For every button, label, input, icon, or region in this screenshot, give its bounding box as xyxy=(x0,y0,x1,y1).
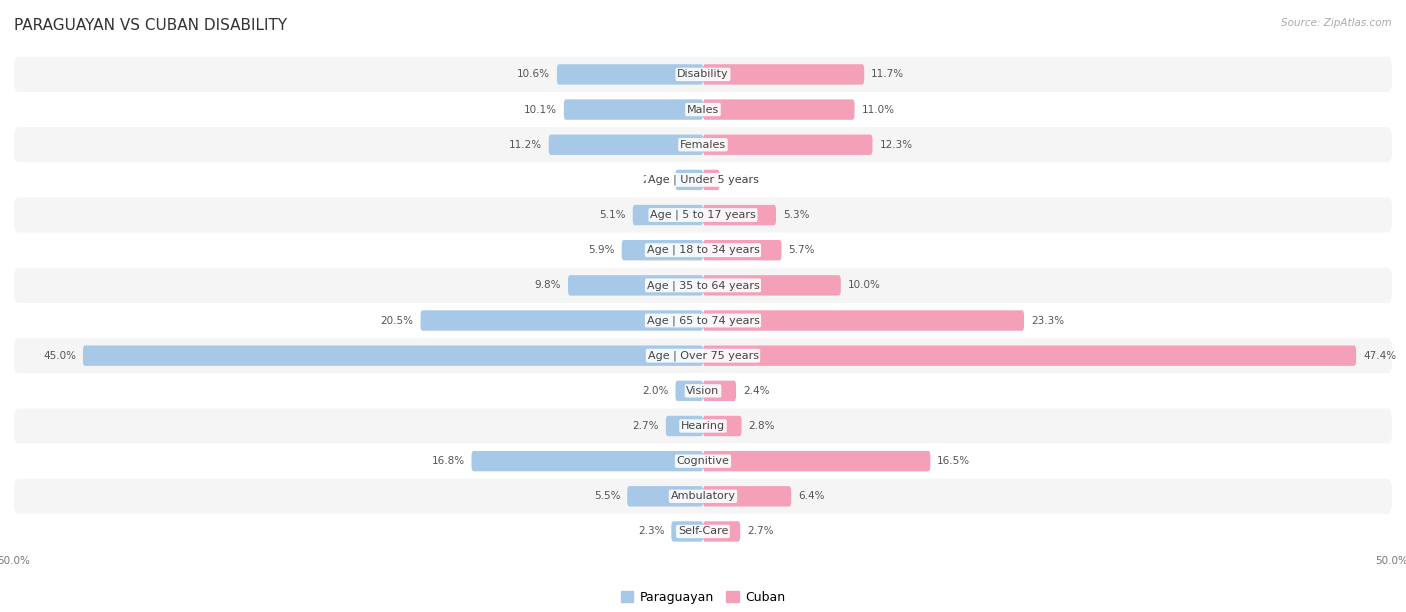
Text: 47.4%: 47.4% xyxy=(1362,351,1396,360)
Text: 2.4%: 2.4% xyxy=(742,386,769,396)
Text: 12.3%: 12.3% xyxy=(879,140,912,150)
FancyBboxPatch shape xyxy=(703,381,737,401)
Text: Cognitive: Cognitive xyxy=(676,456,730,466)
Text: Age | 65 to 74 years: Age | 65 to 74 years xyxy=(647,315,759,326)
Text: PARAGUAYAN VS CUBAN DISABILITY: PARAGUAYAN VS CUBAN DISABILITY xyxy=(14,18,287,34)
Text: 2.0%: 2.0% xyxy=(643,386,669,396)
Text: 23.3%: 23.3% xyxy=(1031,316,1064,326)
Text: 11.0%: 11.0% xyxy=(862,105,894,114)
Text: 2.0%: 2.0% xyxy=(643,175,669,185)
Text: 2.8%: 2.8% xyxy=(748,421,775,431)
Text: 16.5%: 16.5% xyxy=(938,456,970,466)
Text: Vision: Vision xyxy=(686,386,720,396)
FancyBboxPatch shape xyxy=(703,310,1024,330)
FancyBboxPatch shape xyxy=(14,198,1392,233)
Text: Age | Under 5 years: Age | Under 5 years xyxy=(648,174,758,185)
FancyBboxPatch shape xyxy=(14,233,1392,268)
Text: 16.8%: 16.8% xyxy=(432,456,464,466)
Text: Age | 5 to 17 years: Age | 5 to 17 years xyxy=(650,210,756,220)
Text: 1.2%: 1.2% xyxy=(727,175,754,185)
FancyBboxPatch shape xyxy=(703,346,1357,366)
Text: 5.5%: 5.5% xyxy=(593,491,620,501)
Text: Females: Females xyxy=(681,140,725,150)
Text: Age | Over 75 years: Age | Over 75 years xyxy=(648,351,758,361)
Text: 2.7%: 2.7% xyxy=(747,526,773,537)
Text: Age | 18 to 34 years: Age | 18 to 34 years xyxy=(647,245,759,255)
FancyBboxPatch shape xyxy=(703,416,741,436)
FancyBboxPatch shape xyxy=(557,64,703,84)
Text: 10.6%: 10.6% xyxy=(517,69,550,80)
FancyBboxPatch shape xyxy=(666,416,703,436)
FancyBboxPatch shape xyxy=(568,275,703,296)
FancyBboxPatch shape xyxy=(83,346,703,366)
Text: 10.1%: 10.1% xyxy=(524,105,557,114)
Text: 9.8%: 9.8% xyxy=(534,280,561,290)
FancyBboxPatch shape xyxy=(548,135,703,155)
Text: 11.2%: 11.2% xyxy=(509,140,541,150)
FancyBboxPatch shape xyxy=(14,408,1392,444)
Text: Age | 35 to 64 years: Age | 35 to 64 years xyxy=(647,280,759,291)
FancyBboxPatch shape xyxy=(703,135,873,155)
Text: Ambulatory: Ambulatory xyxy=(671,491,735,501)
FancyBboxPatch shape xyxy=(564,99,703,120)
FancyBboxPatch shape xyxy=(633,205,703,225)
Legend: Paraguayan, Cuban: Paraguayan, Cuban xyxy=(616,586,790,609)
Text: Disability: Disability xyxy=(678,69,728,80)
FancyBboxPatch shape xyxy=(671,521,703,542)
FancyBboxPatch shape xyxy=(14,373,1392,408)
FancyBboxPatch shape xyxy=(14,127,1392,162)
FancyBboxPatch shape xyxy=(14,338,1392,373)
FancyBboxPatch shape xyxy=(703,486,792,507)
Text: Source: ZipAtlas.com: Source: ZipAtlas.com xyxy=(1281,18,1392,28)
Text: 45.0%: 45.0% xyxy=(44,351,76,360)
FancyBboxPatch shape xyxy=(703,240,782,260)
FancyBboxPatch shape xyxy=(703,521,740,542)
Text: Males: Males xyxy=(688,105,718,114)
Text: 6.4%: 6.4% xyxy=(799,491,824,501)
FancyBboxPatch shape xyxy=(14,303,1392,338)
Text: 5.1%: 5.1% xyxy=(599,210,626,220)
FancyBboxPatch shape xyxy=(14,57,1392,92)
FancyBboxPatch shape xyxy=(703,64,865,84)
FancyBboxPatch shape xyxy=(621,240,703,260)
Text: 5.9%: 5.9% xyxy=(588,245,614,255)
FancyBboxPatch shape xyxy=(14,92,1392,127)
FancyBboxPatch shape xyxy=(14,514,1392,549)
FancyBboxPatch shape xyxy=(703,275,841,296)
FancyBboxPatch shape xyxy=(703,205,776,225)
FancyBboxPatch shape xyxy=(675,170,703,190)
Text: 11.7%: 11.7% xyxy=(872,69,904,80)
Text: 2.3%: 2.3% xyxy=(638,526,665,537)
Text: 2.7%: 2.7% xyxy=(633,421,659,431)
FancyBboxPatch shape xyxy=(703,99,855,120)
FancyBboxPatch shape xyxy=(675,381,703,401)
FancyBboxPatch shape xyxy=(703,451,931,471)
FancyBboxPatch shape xyxy=(471,451,703,471)
FancyBboxPatch shape xyxy=(420,310,703,330)
FancyBboxPatch shape xyxy=(14,268,1392,303)
FancyBboxPatch shape xyxy=(627,486,703,507)
FancyBboxPatch shape xyxy=(14,162,1392,198)
FancyBboxPatch shape xyxy=(703,170,720,190)
Text: Self-Care: Self-Care xyxy=(678,526,728,537)
Text: 5.3%: 5.3% xyxy=(783,210,810,220)
FancyBboxPatch shape xyxy=(14,479,1392,514)
Text: Hearing: Hearing xyxy=(681,421,725,431)
Text: 10.0%: 10.0% xyxy=(848,280,880,290)
FancyBboxPatch shape xyxy=(14,444,1392,479)
Text: 20.5%: 20.5% xyxy=(381,316,413,326)
Text: 5.7%: 5.7% xyxy=(789,245,815,255)
